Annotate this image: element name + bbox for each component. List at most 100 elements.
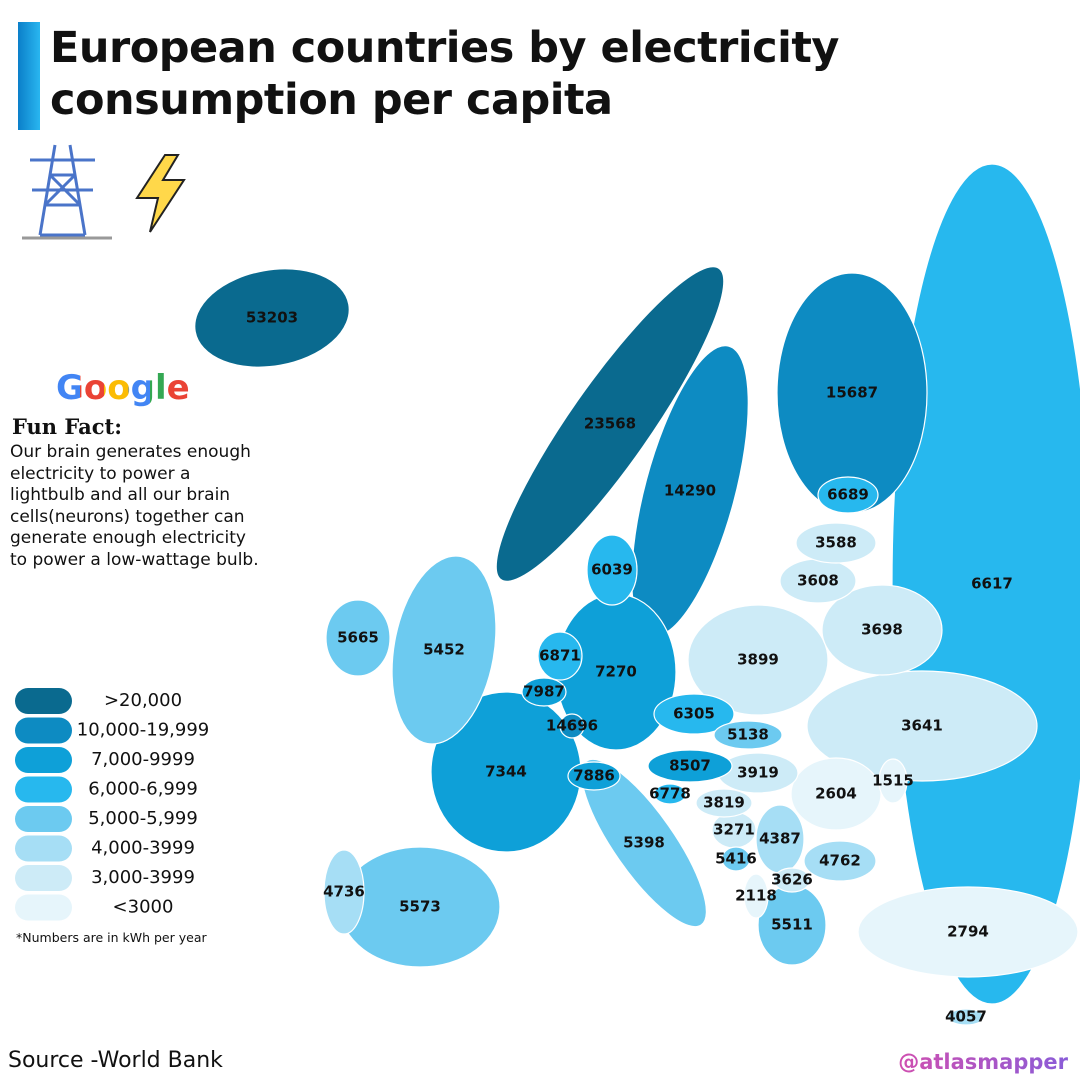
legend-swatch <box>15 865 72 891</box>
legend-note: *Numbers are in kWh per year <box>16 930 207 945</box>
country <box>803 840 877 882</box>
country <box>817 476 879 514</box>
legend: >20,000 10,000-19,999 7,000-9999 6,000-6,99… <box>15 688 209 921</box>
country <box>537 631 583 681</box>
brand-logo: Google <box>56 368 190 408</box>
country <box>653 783 687 805</box>
fun-fact-title: Fun Fact: <box>12 414 122 439</box>
country-value: 23568 <box>584 415 636 433</box>
country-value: 4736 <box>323 883 365 901</box>
country-value: 14290 <box>664 482 716 500</box>
country-value: 6871 <box>539 647 581 665</box>
country <box>647 749 733 783</box>
country-value: 7886 <box>573 767 615 785</box>
country-value: 3626 <box>771 871 813 889</box>
country-value: 3608 <box>797 572 839 590</box>
legend-label: 10,000-19,999 <box>77 720 209 741</box>
country <box>586 534 638 606</box>
legend-swatch <box>15 806 72 832</box>
country-value: 3271 <box>713 821 755 839</box>
country-value: 5416 <box>715 850 757 868</box>
country-value: 3588 <box>815 534 857 552</box>
country <box>773 867 811 893</box>
country-value: 6778 <box>649 785 691 803</box>
country <box>567 761 621 791</box>
title: European countries by electricity consum… <box>50 23 839 125</box>
fun-fact-text: Our brain generates enough electricity t… <box>10 442 259 570</box>
legend-label: <3000 <box>113 897 174 918</box>
land <box>194 163 1080 1026</box>
source: Source -World Bank <box>8 1048 223 1073</box>
country-value: 15687 <box>826 384 878 402</box>
country-value: 14696 <box>546 717 598 735</box>
country-value: 5665 <box>337 629 379 647</box>
pylon-icon <box>22 144 112 240</box>
country-value: 3919 <box>737 764 779 782</box>
country <box>743 873 769 919</box>
country-value: 8507 <box>669 757 711 775</box>
legend-label: 6,000-6,999 <box>88 779 198 800</box>
country-value: 2604 <box>815 785 857 803</box>
value-labels: 53203 23568 14290 15687 6689 3588 3608 6617 6039… <box>246 309 1013 1026</box>
country-value: 5511 <box>771 916 813 934</box>
country-value: 3641 <box>901 717 943 735</box>
country-value: 7270 <box>595 663 637 681</box>
country <box>878 758 908 804</box>
country-value: 6617 <box>971 575 1013 593</box>
legend-label: >20,000 <box>104 690 182 711</box>
legend-label: 5,000-5,999 <box>88 808 198 829</box>
legend-swatch <box>15 835 72 862</box>
country <box>521 677 567 707</box>
lightning-icon <box>135 154 186 233</box>
country <box>891 163 1080 1005</box>
country-value: 3819 <box>703 794 745 812</box>
country-value: 4057 <box>945 1008 987 1026</box>
legend-swatch <box>15 688 72 714</box>
legend-swatch <box>15 776 72 803</box>
country <box>194 268 350 368</box>
legend-label: 3,000-3999 <box>91 867 195 888</box>
country-value: 4762 <box>819 852 861 870</box>
country <box>580 758 708 928</box>
country <box>559 713 585 739</box>
country <box>713 720 783 750</box>
country-value: 2794 <box>947 923 989 941</box>
country <box>495 266 725 582</box>
legend-label: 4,000-3999 <box>91 838 195 859</box>
legend-swatch <box>15 894 72 921</box>
country-value: 2118 <box>735 887 777 905</box>
title-accent <box>18 22 40 130</box>
legend-swatch <box>15 717 72 744</box>
country-value: 3899 <box>737 651 779 669</box>
country <box>391 555 497 745</box>
country <box>857 886 1079 978</box>
country-value: 5452 <box>423 641 465 659</box>
country <box>947 1008 985 1026</box>
country <box>806 670 1038 782</box>
country-value: 5573 <box>399 898 441 916</box>
country-value: 6689 <box>827 486 869 504</box>
country-value: 4387 <box>759 830 801 848</box>
country-value: 7987 <box>523 683 565 701</box>
country-value: 53203 <box>246 309 298 327</box>
legend-swatch <box>15 747 72 773</box>
handle: @atlasmapper <box>898 1050 1068 1074</box>
country <box>325 599 391 677</box>
country <box>323 849 365 935</box>
country <box>653 693 735 735</box>
country-value: 7344 <box>485 763 527 781</box>
country-value: 6305 <box>673 705 715 723</box>
country-value: 5398 <box>623 834 665 852</box>
country <box>695 788 753 818</box>
legend-label: 7,000-9999 <box>91 749 195 770</box>
country <box>795 522 877 564</box>
country <box>821 584 943 676</box>
country <box>721 846 751 872</box>
country-value: 5138 <box>727 726 769 744</box>
country <box>687 604 829 716</box>
country-value: 3698 <box>861 621 903 639</box>
country-value: 1515 <box>872 772 914 790</box>
country-value: 6039 <box>591 561 633 579</box>
